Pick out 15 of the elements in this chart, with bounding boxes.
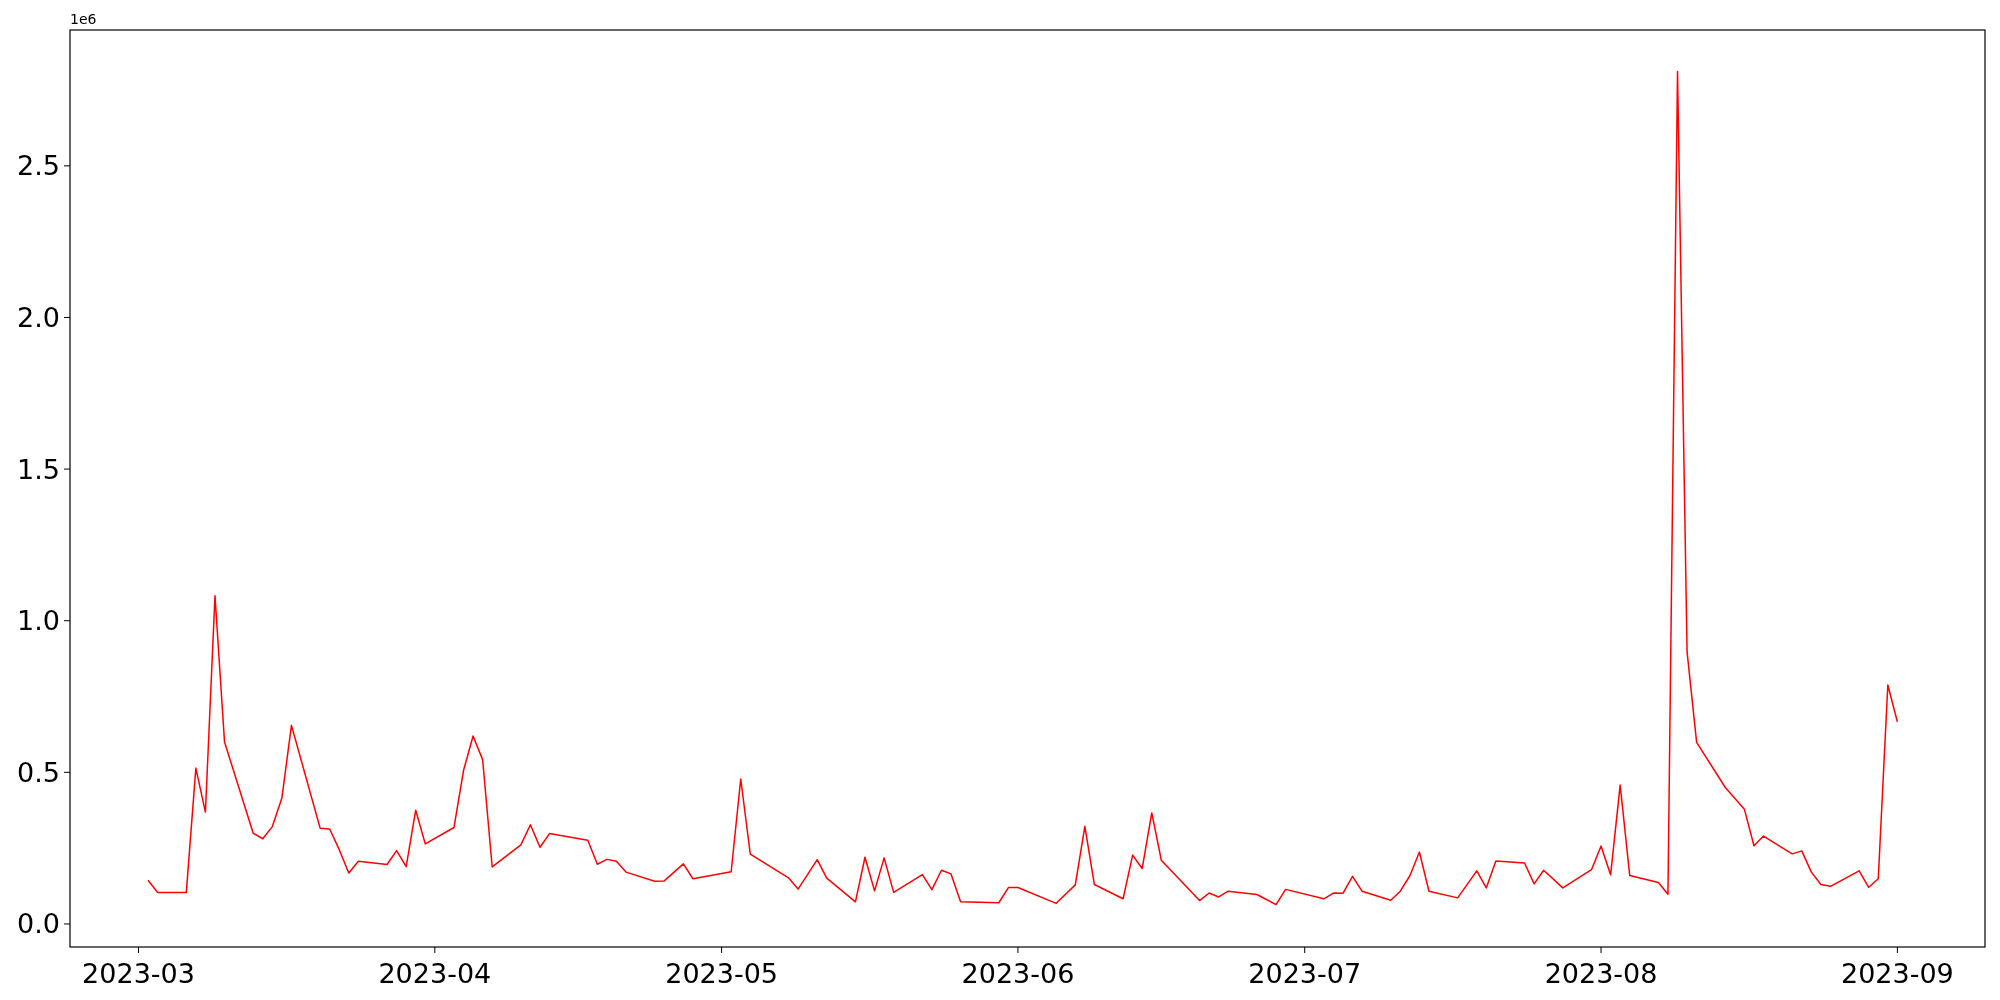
line-series <box>147 70 1899 906</box>
x-tick-label: 2023-07 <box>1248 958 1362 989</box>
y-tick-label: 2.0 <box>17 301 60 333</box>
y-tick-label: 0.0 <box>17 908 60 940</box>
x-tick-label: 2023-06 <box>961 958 1075 989</box>
x-tick-label: 2023-05 <box>665 958 779 989</box>
y-tick-label: 0.5 <box>17 756 60 788</box>
y-tick-label: 1.0 <box>17 605 60 637</box>
x-tick-label: 2023-04 <box>378 958 492 989</box>
x-tick-label: 2023-03 <box>82 958 195 989</box>
y-tick-label: 2.5 <box>17 150 60 182</box>
text: 1e6 <box>70 11 97 27</box>
x-tick-label: 2023-09 <box>1840 958 1954 989</box>
x-tick-label: 2023-08 <box>1544 958 1658 989</box>
y-tick-label: 1.5 <box>17 453 60 485</box>
